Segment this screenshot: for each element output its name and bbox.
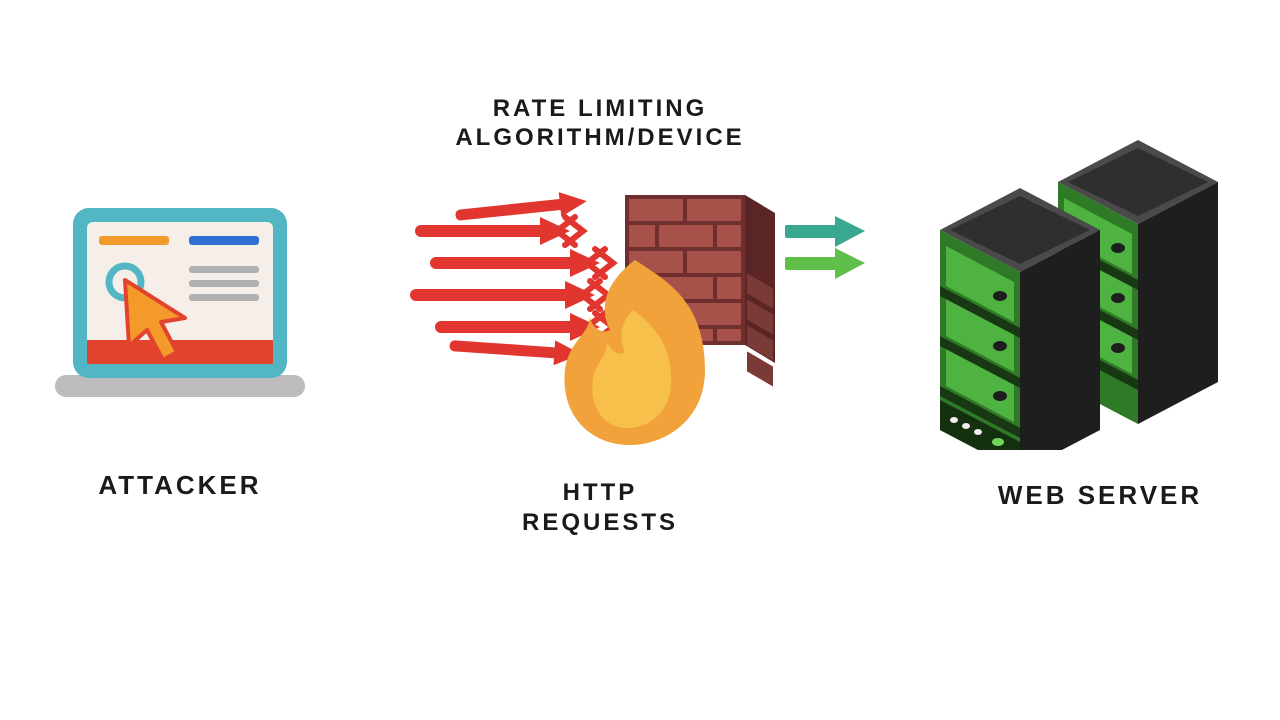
firewall-icon [400,165,870,455]
rate-limiting-label-line2: ALGORITHM/DEVICE [420,124,780,153]
rate-limiting-label: RATE LIMITING ALGORITHM/DEVICE [420,95,780,153]
attacker-laptop-icon [55,200,305,410]
http-requests-label-line2: REQUESTS [475,508,725,538]
web-server-label: WEB SERVER [950,480,1250,511]
attacker-label: ATTACKER [50,470,310,501]
http-requests-label: HTTP REQUESTS [475,478,725,538]
allowed-arrows [785,216,865,279]
rate-limiting-label-line1: RATE LIMITING [420,95,780,124]
web-server-icon [940,140,1250,450]
http-requests-label-line1: HTTP [475,478,725,508]
